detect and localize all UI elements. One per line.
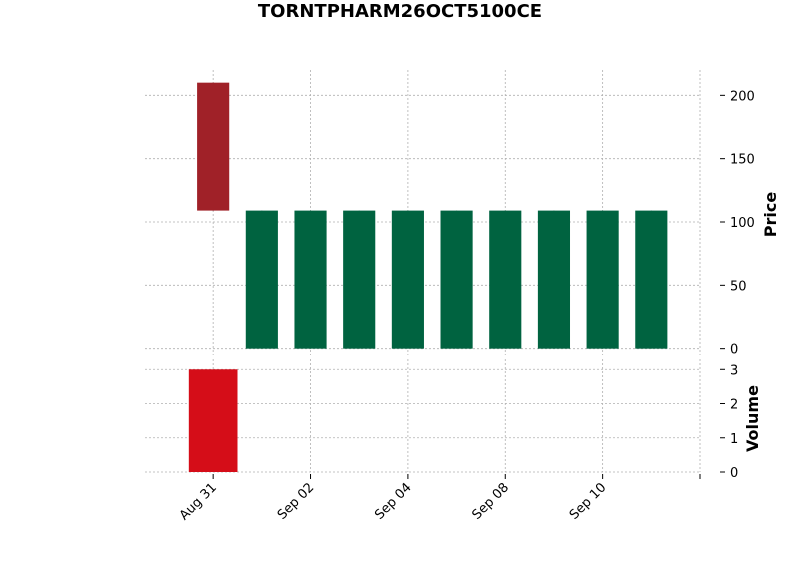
volume-tick-label: 2 — [730, 398, 738, 413]
candle-body — [391, 210, 424, 349]
candle-body — [489, 210, 522, 349]
volume-bar — [188, 369, 238, 472]
price-tick-label: 150 — [730, 153, 755, 168]
volume-panel: 0 1 2 3 — [145, 359, 738, 481]
x-tick-label: Sep 10 — [567, 480, 610, 523]
candle-body — [294, 210, 327, 349]
x-tick-label: Sep 04 — [372, 480, 415, 523]
volume-tick-label: 1 — [730, 432, 738, 447]
x-axis: Aug 31 Sep 02 Sep 04 Sep 08 Sep 10 — [177, 474, 701, 523]
chart-title: TORNTPHARM26OCT5100CE — [258, 1, 542, 22]
price-panel: 0 50 100 150 200 — [145, 70, 755, 358]
candle-body — [197, 82, 230, 211]
candle-body — [537, 210, 571, 349]
x-tick-label: Aug 31 — [177, 480, 220, 523]
candle-body — [440, 210, 473, 349]
price-tick-label: 0 — [730, 343, 738, 358]
price-tick-label: 200 — [730, 89, 755, 104]
price-tick-label: 100 — [730, 216, 755, 231]
candle-body — [343, 210, 376, 349]
candle-body — [245, 210, 278, 349]
candle-body — [635, 210, 668, 349]
candle-body — [586, 210, 619, 349]
volume-tick-label: 0 — [730, 466, 738, 481]
price-tick-label: 50 — [730, 279, 747, 294]
x-tick-label: Sep 02 — [275, 480, 318, 523]
volume-axis-label: Volume — [743, 385, 762, 452]
volume-tick-label: 3 — [730, 363, 738, 378]
x-tick-label: Sep 08 — [470, 480, 513, 523]
price-axis-label: Price — [761, 192, 780, 238]
